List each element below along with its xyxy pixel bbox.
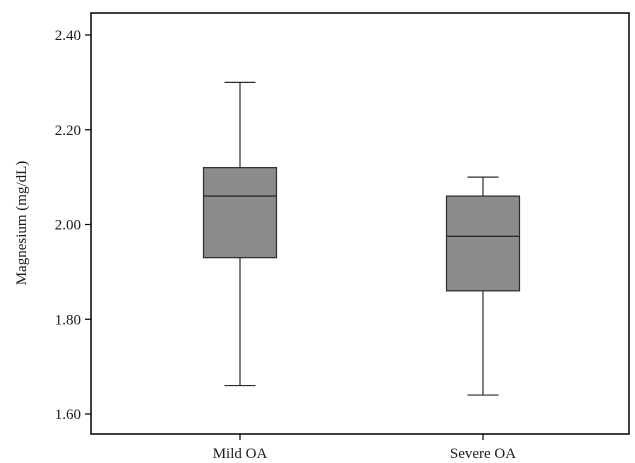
y-axis-label: Magnesium (mg/dL)	[14, 161, 30, 286]
y-tick-label: 2.00	[55, 218, 81, 234]
y-axis: 1.60 1.80 2.00 2.20 2.40	[55, 28, 91, 423]
y-tick-label: 2.40	[55, 28, 81, 44]
x-axis: Mild OA Severe OA	[213, 434, 516, 462]
box-severe-oa	[445, 176, 521, 396]
boxes-layer	[202, 81, 521, 396]
x-tick-label: Severe OA	[450, 446, 516, 462]
y-tick-label: 1.80	[55, 312, 81, 328]
iqr-box	[445, 195, 521, 292]
y-tick-label: 1.60	[55, 407, 81, 423]
x-tick-label: Mild OA	[213, 446, 268, 462]
iqr-box	[202, 167, 278, 259]
plot-area-frame	[90, 12, 630, 435]
y-tick-label: 2.20	[55, 123, 81, 139]
box-mild-oa	[202, 81, 278, 387]
